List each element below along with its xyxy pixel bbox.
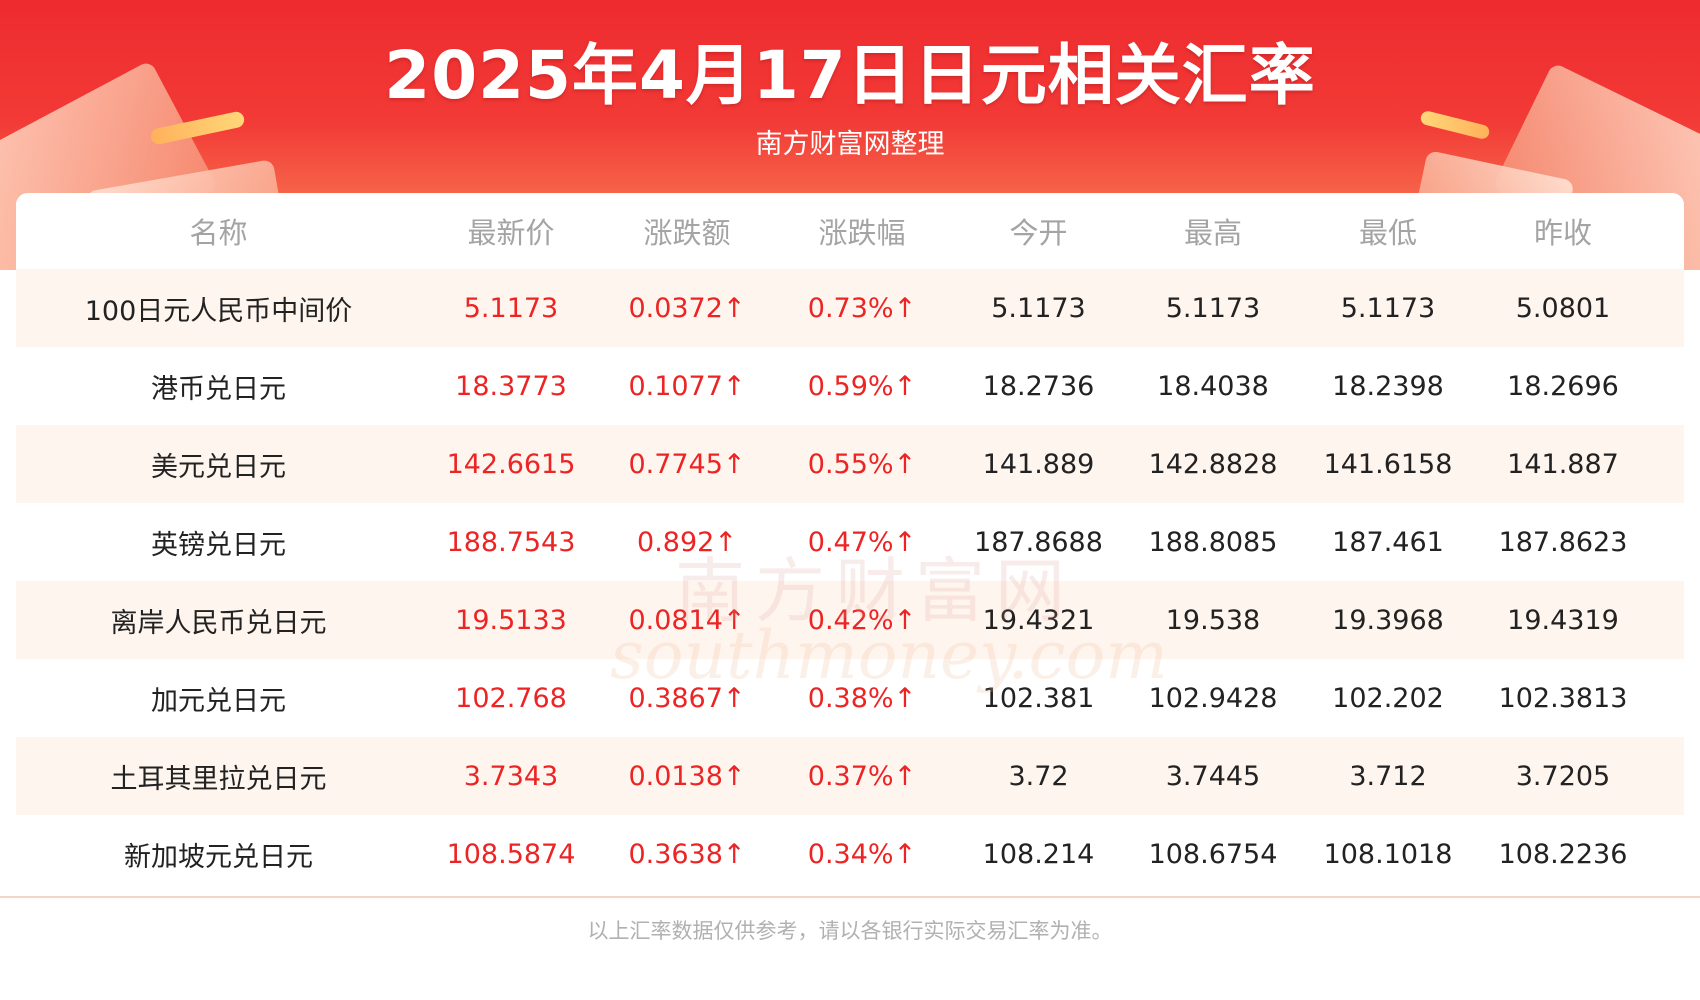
column-header-prev-close: 昨收 xyxy=(1533,216,1592,250)
latest-price: 5.1173 xyxy=(463,292,559,324)
prev-close: 5.0801 xyxy=(1515,292,1611,324)
change-percent: 0.42%↑ xyxy=(807,604,917,636)
rate-name: 新加坡元兑日元 xyxy=(124,841,313,873)
footer-note: 以上汇率数据仅供参考，请以各银行实际交易汇率为准。 xyxy=(587,919,1113,943)
latest-price: 188.7543 xyxy=(446,526,576,558)
change-amount: 0.892↑ xyxy=(637,526,737,558)
page-title: 2025年4月17日日元相关汇率 xyxy=(384,37,1316,114)
rate-name: 土耳其里拉兑日元 xyxy=(110,763,327,795)
high-price: 19.538 xyxy=(1165,604,1261,636)
change-percent: 0.34%↑ xyxy=(807,838,917,870)
table-row: 新加坡元兑日元 108.5874 0.3638↑ 0.34%↑ 108.214 … xyxy=(16,815,1684,893)
latest-price: 142.6615 xyxy=(446,448,576,480)
rate-name: 美元兑日元 xyxy=(151,451,286,483)
high-price: 102.9428 xyxy=(1148,682,1278,714)
change-amount: 0.3867↑ xyxy=(628,682,746,714)
open-price: 187.8688 xyxy=(974,526,1103,558)
prev-close: 3.7205 xyxy=(1515,760,1611,792)
footer-divider xyxy=(0,896,1700,898)
high-price: 3.7445 xyxy=(1165,760,1261,792)
change-amount: 0.0138↑ xyxy=(628,760,746,792)
high-price: 18.4038 xyxy=(1157,370,1269,402)
high-price: 188.8085 xyxy=(1148,526,1278,558)
low-price: 18.2398 xyxy=(1332,370,1444,402)
rate-name: 港币兑日元 xyxy=(151,373,286,405)
open-price: 102.381 xyxy=(982,682,1095,714)
open-price: 3.72 xyxy=(1008,760,1069,792)
column-header-latest: 最新价 xyxy=(467,216,555,250)
rate-table: 名称 最新价 涨跌额 涨跌幅 今开 最高 最低 昨收 100日元人民币中间价 5… xyxy=(16,193,1684,897)
open-price: 108.214 xyxy=(982,838,1095,870)
latest-price: 102.768 xyxy=(455,682,567,714)
low-price: 141.6158 xyxy=(1323,448,1453,480)
high-price: 5.1173 xyxy=(1165,292,1261,324)
open-price: 5.1173 xyxy=(991,292,1086,324)
low-price: 187.461 xyxy=(1332,526,1444,558)
latest-price: 3.7343 xyxy=(463,760,559,792)
change-amount: 0.0372↑ xyxy=(628,292,746,324)
change-amount: 0.7745↑ xyxy=(628,448,746,480)
table-row: 离岸人民币兑日元 19.5133 0.0814↑ 0.42%↑ 19.4321 … xyxy=(16,581,1684,659)
table-row: 美元兑日元 142.6615 0.7745↑ 0.55%↑ 141.889 14… xyxy=(16,425,1684,503)
rate-name: 英镑兑日元 xyxy=(151,529,286,561)
low-price: 3.712 xyxy=(1349,760,1427,792)
change-amount: 0.1077↑ xyxy=(628,370,746,402)
column-header-change: 涨跌额 xyxy=(643,216,731,250)
high-price: 142.8828 xyxy=(1148,448,1278,480)
table-row: 港币兑日元 18.3773 0.1077↑ 0.59%↑ 18.2736 18.… xyxy=(16,347,1684,425)
open-price: 18.2736 xyxy=(982,370,1095,402)
page-subtitle: 南方财富网整理 xyxy=(755,129,945,160)
high-price: 108.6754 xyxy=(1148,838,1278,870)
prev-close: 19.4319 xyxy=(1507,604,1619,636)
change-percent: 0.47%↑ xyxy=(807,526,917,558)
column-header-change-pct: 涨跌幅 xyxy=(818,216,906,250)
prev-close: 102.3813 xyxy=(1498,682,1628,714)
latest-price: 18.3773 xyxy=(455,370,567,402)
low-price: 5.1173 xyxy=(1340,292,1436,324)
latest-price: 19.5133 xyxy=(455,604,567,636)
table-row: 100日元人民币中间价 5.1173 0.0372↑ 0.73%↑ 5.1173… xyxy=(16,269,1684,347)
column-header-name: 名称 xyxy=(189,216,248,250)
prev-close: 187.8623 xyxy=(1498,526,1628,558)
change-percent: 0.38%↑ xyxy=(807,682,917,714)
table-row: 土耳其里拉兑日元 3.7343 0.0138↑ 0.37%↑ 3.72 3.74… xyxy=(16,737,1684,815)
low-price: 102.202 xyxy=(1332,682,1444,714)
rate-name: 加元兑日元 xyxy=(151,685,286,717)
change-amount: 0.3638↑ xyxy=(628,838,746,870)
prev-close: 18.2696 xyxy=(1507,370,1619,402)
latest-price: 108.5874 xyxy=(446,838,576,870)
change-percent: 0.55%↑ xyxy=(807,448,917,480)
rate-name: 离岸人民币兑日元 xyxy=(110,607,327,639)
low-price: 108.1018 xyxy=(1323,838,1453,870)
prev-close: 141.887 xyxy=(1507,448,1619,480)
change-amount: 0.0814↑ xyxy=(628,604,746,636)
column-header-low: 最低 xyxy=(1358,216,1417,250)
change-percent: 0.37%↑ xyxy=(807,760,917,792)
column-header-open: 今开 xyxy=(1009,216,1068,250)
open-price: 19.4321 xyxy=(982,604,1095,636)
low-price: 19.3968 xyxy=(1332,604,1444,636)
change-percent: 0.73%↑ xyxy=(807,292,917,324)
prev-close: 108.2236 xyxy=(1498,838,1628,870)
open-price: 141.889 xyxy=(982,448,1095,480)
column-header-high: 最高 xyxy=(1183,216,1242,250)
rate-name: 100日元人民币中间价 xyxy=(84,295,353,327)
table-row: 英镑兑日元 188.7543 0.892↑ 0.47%↑ 187.8688 18… xyxy=(16,503,1684,581)
table-row: 加元兑日元 102.768 0.3867↑ 0.38%↑ 102.381 102… xyxy=(16,659,1684,737)
change-percent: 0.59%↑ xyxy=(807,370,917,402)
table-header-row: 名称 最新价 涨跌额 涨跌幅 今开 最高 最低 昨收 xyxy=(16,193,1684,269)
